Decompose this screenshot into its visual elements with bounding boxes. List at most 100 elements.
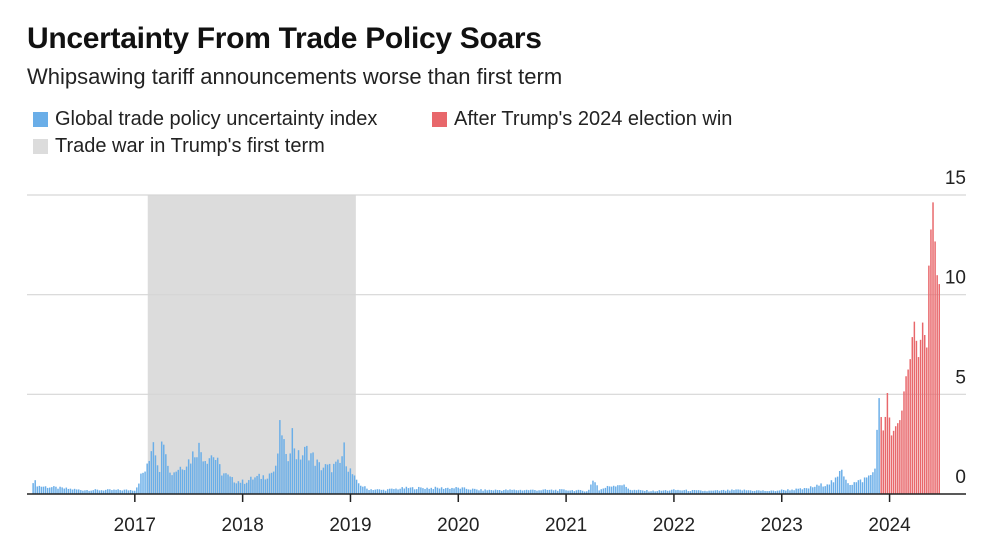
bar-index: [480, 489, 482, 494]
bar-index: [851, 484, 853, 494]
bar-index: [525, 489, 528, 494]
bar-index: [722, 489, 725, 494]
bar-index: [200, 452, 202, 494]
bar-index: [527, 490, 530, 494]
bar-index: [799, 488, 802, 494]
bar-index: [362, 486, 364, 494]
bar-index: [805, 488, 808, 494]
bar-index: [53, 486, 55, 494]
bar-post-election: [892, 430, 895, 494]
x-tick-label: 2023: [761, 515, 803, 536]
bar-index: [324, 464, 327, 494]
bar-index: [279, 420, 281, 494]
bar-index: [708, 490, 710, 494]
bar-post-election: [905, 376, 907, 494]
bar-index: [639, 490, 642, 494]
bar-index: [865, 477, 868, 494]
bar-index: [125, 489, 128, 494]
bar-index: [753, 490, 756, 494]
bar-index: [565, 490, 567, 494]
legend-item-trade-war: Trade war in Trump's first term: [33, 135, 325, 158]
bar-index: [747, 490, 750, 494]
bar-index: [391, 488, 393, 494]
bar-index: [710, 490, 712, 494]
bar-index: [411, 487, 414, 494]
bar-index: [451, 487, 453, 494]
bar-index: [395, 488, 397, 494]
bar-index: [241, 479, 244, 494]
bar-index: [355, 479, 358, 494]
bar-index: [78, 489, 80, 494]
bar-index: [519, 489, 522, 494]
bar-index: [297, 450, 300, 494]
bar-index: [142, 472, 144, 494]
bar-index: [127, 490, 130, 494]
bar-index: [428, 488, 430, 494]
bar-index: [602, 488, 605, 494]
bar-index: [177, 469, 180, 494]
bar-index: [567, 490, 569, 494]
bar-post-election: [884, 416, 887, 494]
bar-index: [183, 470, 186, 494]
bar-index: [509, 489, 511, 494]
bar-index: [80, 490, 82, 494]
bar-index: [505, 489, 507, 494]
bar-index: [351, 474, 354, 494]
bar-index: [627, 488, 629, 494]
bar-index: [368, 490, 370, 494]
bar-index: [521, 490, 524, 494]
bar-index: [598, 490, 600, 494]
bar-index: [716, 490, 719, 494]
bar-index: [449, 488, 451, 494]
bar-post-election: [886, 392, 889, 494]
bar-post-election: [897, 423, 899, 494]
bar-index: [223, 473, 225, 494]
legend-label-index: Global trade policy uncertainty index: [55, 108, 378, 130]
bar-index: [90, 490, 92, 494]
bar-index: [347, 471, 350, 494]
bar-index: [301, 455, 304, 494]
y-tick-label: 10: [945, 268, 966, 289]
bar-index: [364, 486, 366, 494]
bar-index: [409, 487, 412, 494]
bar-index: [61, 487, 63, 494]
bar-index: [337, 459, 339, 494]
bar-index: [743, 489, 746, 494]
bar-index: [229, 476, 231, 494]
bar-index: [513, 489, 515, 494]
bar-index: [762, 490, 764, 494]
bar-index: [457, 487, 459, 494]
bar-index: [868, 475, 870, 494]
bar-index: [418, 486, 420, 494]
bar-index: [718, 490, 721, 494]
bar-index: [376, 489, 379, 494]
bar-index: [189, 463, 192, 494]
bar-index: [573, 491, 576, 494]
bar-post-election: [899, 420, 901, 494]
bar-index: [849, 484, 851, 494]
bar-index: [214, 459, 217, 494]
bar-index: [579, 490, 582, 494]
bar-index: [550, 489, 553, 494]
bar-index: [600, 489, 602, 494]
bar-index: [641, 490, 644, 494]
bar-index: [552, 490, 555, 494]
bar-index: [111, 490, 113, 494]
bar-index: [185, 466, 188, 494]
bar-index: [774, 491, 777, 494]
bar-index: [496, 490, 499, 494]
bar-index: [691, 489, 694, 494]
bar-index: [82, 490, 84, 494]
bar-index: [482, 490, 484, 494]
bar-index: [704, 490, 706, 494]
bar-index: [281, 435, 283, 494]
bar-index: [314, 465, 316, 494]
bar-index: [430, 487, 432, 494]
bar-index: [532, 489, 534, 494]
bar-index: [339, 462, 341, 494]
bar-index: [44, 486, 47, 494]
bar-index: [646, 490, 648, 494]
bar-index: [165, 454, 167, 494]
bar-index: [204, 461, 206, 494]
bar-index: [559, 489, 561, 494]
